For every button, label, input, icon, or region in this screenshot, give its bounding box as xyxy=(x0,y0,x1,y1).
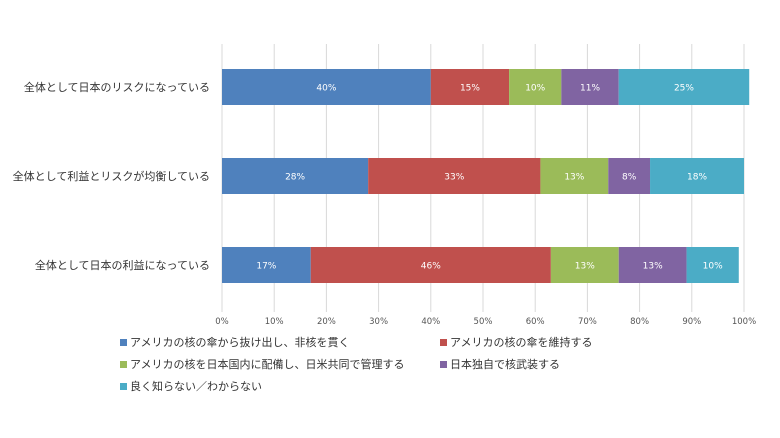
bar-segment xyxy=(222,69,431,105)
legend-label: 良く知らない／わからない xyxy=(130,380,262,393)
legend-swatch xyxy=(120,382,127,390)
data-label: 28% xyxy=(285,173,305,183)
x-tick-label: 100% xyxy=(732,317,756,327)
legend-swatch xyxy=(120,338,127,346)
bar-segment xyxy=(561,69,619,105)
legend-swatch xyxy=(440,338,447,346)
bar-segment xyxy=(540,158,609,194)
category-label: 全体として利益とリスクが均衡している xyxy=(13,169,210,183)
data-label: 17% xyxy=(256,262,276,272)
x-tick-label: 50% xyxy=(474,317,493,327)
bar-segment xyxy=(310,247,551,283)
category-labels: 全体として日本のリスクになっている全体として利益とリスクが均衡している全体として… xyxy=(13,80,210,272)
x-tick-label: 90% xyxy=(682,317,701,327)
legend-item: アメリカの核を日本国内に配備し、日米共同で管理する xyxy=(120,356,404,372)
bar-segment xyxy=(686,247,739,283)
x-axis-tick-labels: 0% 10% 20% 30% 40% 50% 60% 70% 80% 90% 100% xyxy=(215,317,756,327)
data-label: 10% xyxy=(703,262,723,272)
bar-segment xyxy=(368,158,541,194)
data-label: 40% xyxy=(316,84,336,94)
data-label: 13% xyxy=(643,262,663,272)
x-tick-label: 0% xyxy=(215,317,229,327)
legend-swatch xyxy=(440,360,447,368)
data-label: 18% xyxy=(687,173,707,183)
bar-segment xyxy=(650,158,744,194)
x-tick-label: 80% xyxy=(630,317,649,327)
x-tick-label: 10% xyxy=(265,317,284,327)
legend-label: アメリカの核の傘から抜け出し、非核を貫く xyxy=(130,336,350,349)
legend-swatch xyxy=(120,360,127,368)
data-label: 10% xyxy=(525,84,545,94)
bar-segment xyxy=(618,69,750,105)
data-label: 33% xyxy=(444,173,464,183)
bar-segment xyxy=(618,247,687,283)
bar-segment xyxy=(222,158,369,194)
bar-segment xyxy=(222,247,311,283)
legend-label: アメリカの核を日本国内に配備し、日米共同で管理する xyxy=(130,358,405,371)
legend-item: アメリカの核の傘から抜け出し、非核を貫く xyxy=(120,334,349,350)
data-label: 15% xyxy=(460,84,480,94)
data-label: 13% xyxy=(564,173,584,183)
legend-label: アメリカの核の傘を維持する xyxy=(450,336,593,349)
x-tick-label: 70% xyxy=(578,317,597,327)
bar-segment xyxy=(509,69,562,105)
legend-item: 良く知らない／わからない xyxy=(120,378,262,394)
legend-item: アメリカの核の傘を維持する xyxy=(440,334,592,350)
category-label: 全体として日本のリスクになっている xyxy=(24,80,210,94)
data-label: 11% xyxy=(580,84,600,94)
bars: 40% 15% 10% 11% 25% 28% 33% 13% 8% 18% 17% 46% 13% 13… xyxy=(222,69,750,283)
bar-segment xyxy=(430,69,510,105)
category-label: 全体として日本の利益になっている xyxy=(35,258,210,272)
legend-item: 日本独自で核武装する xyxy=(440,356,560,372)
bar-segment xyxy=(608,158,651,194)
legend-label: 日本独自で核武装する xyxy=(450,358,560,371)
x-tick-label: 20% xyxy=(317,317,336,327)
bar-segment xyxy=(550,247,619,283)
data-label: 25% xyxy=(674,84,694,94)
x-tick-label: 30% xyxy=(369,317,388,327)
x-tick-label: 40% xyxy=(421,317,440,327)
data-label: 13% xyxy=(575,262,595,272)
data-label: 46% xyxy=(421,262,441,272)
data-label: 8% xyxy=(622,173,637,183)
x-tick-label: 60% xyxy=(526,317,545,327)
